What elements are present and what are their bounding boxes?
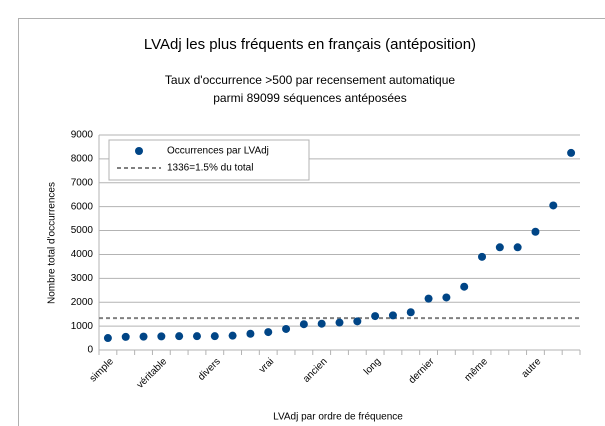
point — [460, 282, 469, 291]
point — [139, 332, 148, 341]
chart-subtitle: parmi 89099 séquences antéposées — [213, 91, 406, 105]
point — [317, 319, 326, 328]
x-tick-label: même — [463, 356, 491, 384]
point — [264, 328, 273, 337]
point — [424, 294, 433, 303]
point — [192, 332, 201, 341]
y-tick-label: 8000 — [71, 154, 94, 165]
point — [246, 329, 255, 338]
legend-label: 1336=1.5% du total — [167, 163, 253, 174]
point — [531, 227, 540, 236]
point — [388, 311, 397, 320]
y-tick-label: 2000 — [71, 297, 94, 308]
point — [549, 201, 558, 210]
y-tick-label: 6000 — [71, 201, 94, 212]
chart-subtitle: Taux d'occurrence >500 par recensement a… — [165, 73, 455, 87]
point — [406, 308, 415, 317]
point — [371, 312, 380, 321]
point — [157, 332, 166, 341]
point — [478, 252, 487, 261]
x-tick-label: long — [362, 356, 383, 377]
legend-marker — [135, 147, 143, 155]
y-tick-label: 9000 — [71, 130, 94, 141]
point — [175, 332, 184, 341]
x-tick-label: dernier — [407, 356, 437, 386]
point — [495, 243, 504, 252]
point — [513, 243, 522, 252]
x-tick-label: ancien — [301, 356, 330, 385]
x-axis-title: LVAdj par ordre de fréquence — [273, 412, 403, 423]
point — [103, 334, 112, 343]
x-tick-label: divers — [196, 356, 223, 383]
legend-box — [108, 139, 310, 181]
legend-label: Occurrences par LVAdj — [167, 146, 269, 157]
x-tick-label: vrai — [257, 356, 276, 375]
y-tick-label: 3000 — [71, 273, 94, 284]
chart-title: LVAdj les plus fréquents en français (an… — [144, 36, 476, 53]
y-axis-title: Nombre total d'occurrences — [47, 182, 58, 304]
y-tick-label: 7000 — [71, 177, 94, 188]
y-tick-label: 4000 — [71, 249, 94, 260]
point — [228, 331, 237, 340]
point — [210, 332, 219, 341]
point — [353, 317, 362, 326]
point — [335, 318, 344, 327]
point — [121, 332, 130, 341]
y-tick-label: 1000 — [71, 321, 94, 332]
x-tick-label: simple — [88, 356, 117, 385]
point — [442, 293, 451, 302]
y-tick-label: 0 — [87, 345, 93, 356]
y-tick-label: 5000 — [71, 225, 94, 236]
x-tick-label: autre — [520, 356, 544, 380]
point — [282, 324, 291, 333]
point — [299, 320, 308, 329]
x-tick-label: véritable — [135, 356, 170, 391]
point — [567, 148, 576, 157]
